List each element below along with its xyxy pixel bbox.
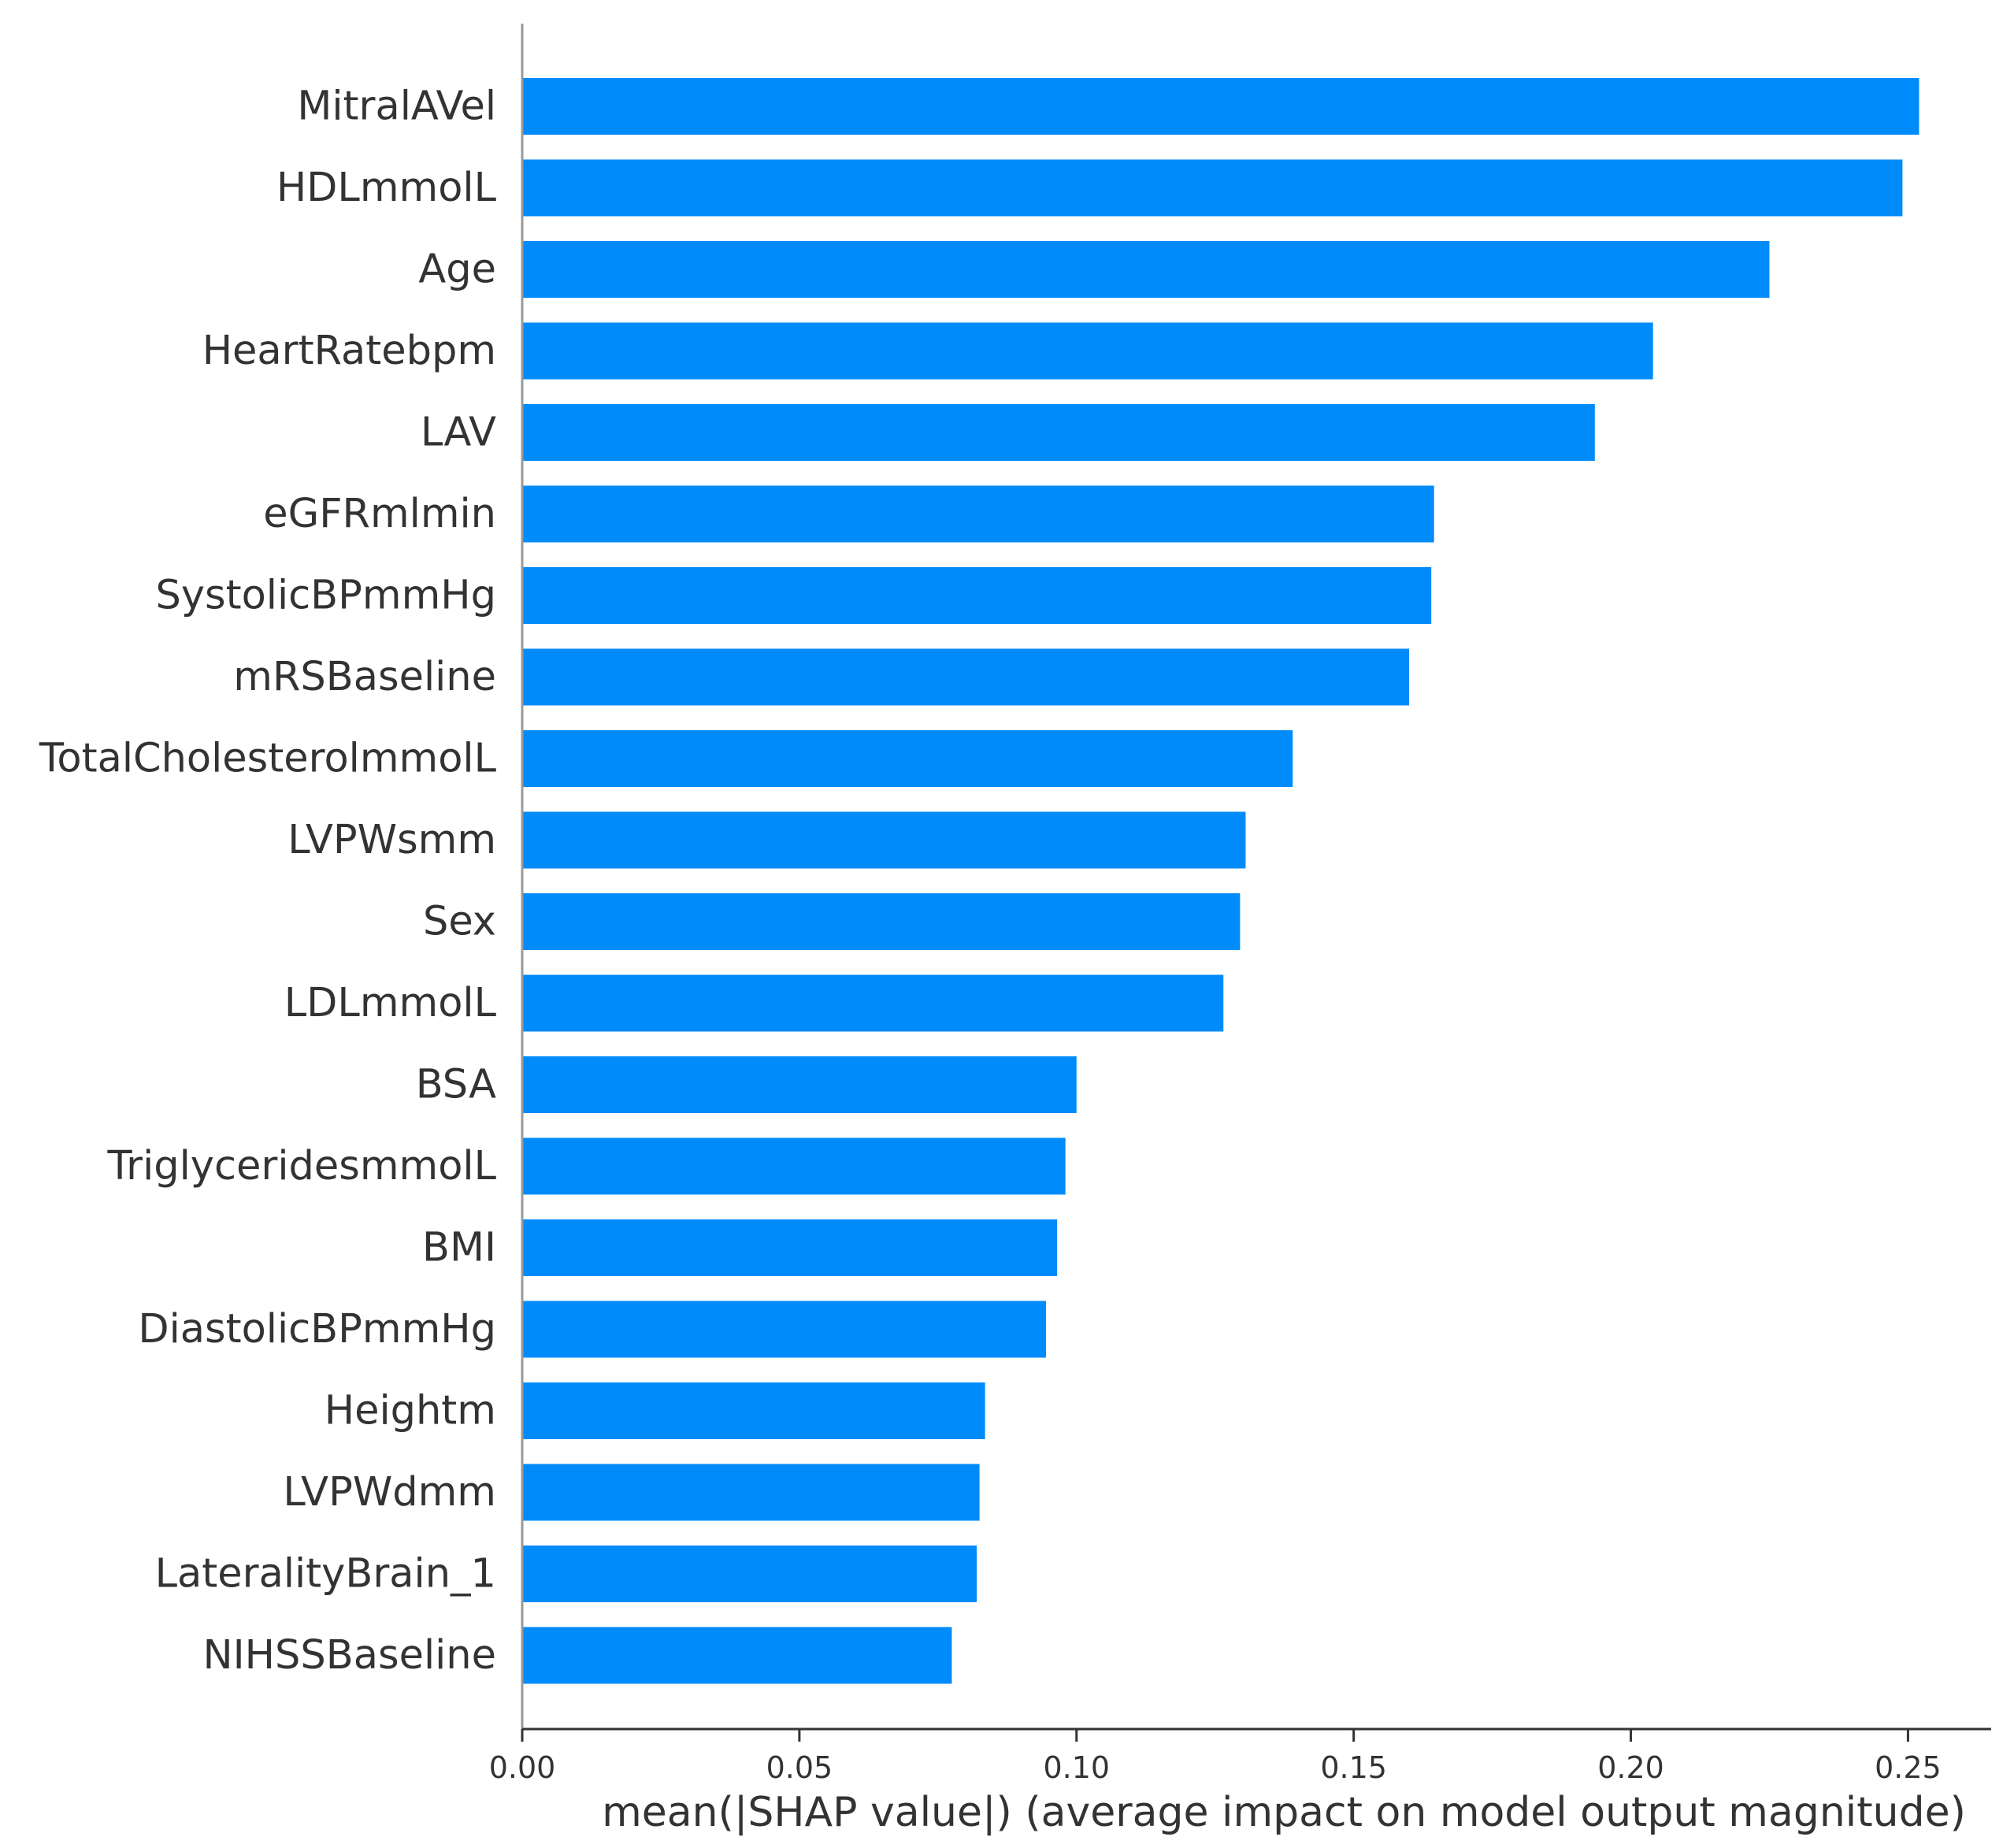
y-tick-labels: MitralAVel HDLmmolL Age HeartRatebpm LAV eGFR… [39,83,497,1679]
bar-DiastolicBPmmHg [522,1301,1047,1358]
y-tick-label: LVPWsmm [287,817,496,863]
y-tick-label: LateralityBrain_1 [155,1551,496,1598]
x-tick-label: 0.05 [766,1750,833,1785]
bar-LVPWdmm [522,1464,980,1521]
y-tick-label: Heightm [325,1388,496,1434]
bar-Sex [522,893,1241,950]
axes-layer [521,24,1991,1731]
x-tick-label: 0.25 [1875,1750,1942,1785]
y-tick-label: MitralAVel [297,83,496,130]
bar-BMI [522,1219,1058,1276]
y-tick-label: TotalCholesterolmmolL [39,736,497,782]
x-tick-label: 0.00 [489,1750,556,1785]
bar-TotalCholesterolmmolL [522,730,1293,787]
bar-HeartRatebpm [522,322,1653,380]
y-tick-label: HDLmmolL [276,165,497,211]
x-axis-label: mean(|SHAP value|) (average impact on mo… [602,1789,1966,1836]
bar-LAV [522,404,1595,461]
y-tick-label: eGFRmlmin [263,491,496,537]
bar-SystolicBPmmHg [522,567,1432,624]
bar-MitralAVel [522,78,1919,135]
x-ticks: 0.00 0.05 0.10 0.15 0.20 0.25 [489,1729,1942,1785]
x-tick-label: 0.15 [1320,1750,1387,1785]
y-tick-label: mRSBaseline [233,654,496,700]
bars-layer [522,78,1919,1684]
bar-NIHSSBaseline [522,1627,952,1684]
y-tick-label: Age [418,247,496,293]
bar-Heightm [522,1382,985,1439]
y-tick-label: NIHSSBaseline [202,1632,496,1679]
bar-eGFRmlmin [522,485,1434,543]
bar-BSA [522,1056,1077,1113]
bar-TriglyceridesmmolL [522,1137,1066,1195]
y-tick-label: TriglyceridesmmolL [106,1143,496,1189]
y-tick-label: LDLmmolL [284,980,497,1026]
y-tick-label: HeartRatebpm [202,328,496,374]
bar-mRSBaseline [522,648,1410,706]
y-tick-label: BMI [422,1225,496,1271]
bar-Age [522,241,1770,298]
bar-LateralityBrain_1 [522,1546,977,1602]
bar-HDLmmolL [522,159,1903,217]
bar-LVPWsmm [522,811,1246,869]
y-tick-label: SystolicBPmmHg [155,573,496,619]
x-tick-label: 0.20 [1597,1750,1664,1785]
y-tick-label: LAV [421,410,496,456]
x-tick-label: 0.10 [1043,1750,1110,1785]
y-tick-label: LVPWdmm [283,1469,496,1516]
y-tick-label: Sex [423,899,496,945]
y-tick-label: DiastolicBPmmHg [138,1306,496,1353]
bar-LDLmmolL [522,974,1224,1032]
y-tick-label: BSA [416,1062,496,1108]
